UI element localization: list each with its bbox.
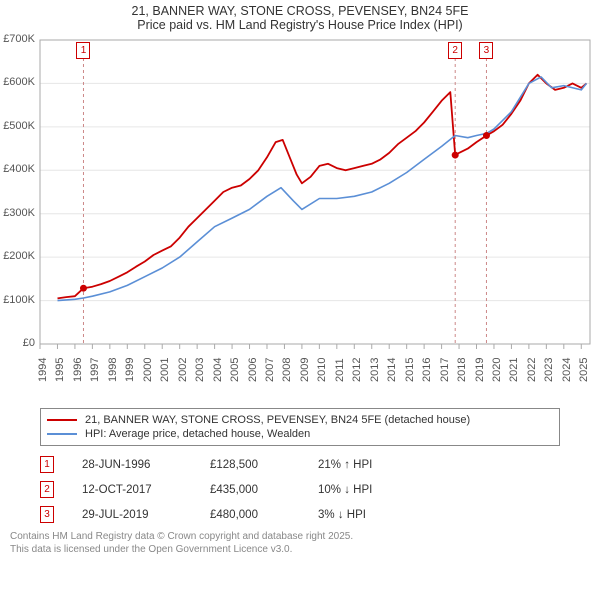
x-tick-label: 1994: [37, 358, 49, 382]
x-tick-label: 2003: [194, 358, 206, 382]
x-tick-label: 2014: [386, 358, 398, 382]
sale-marker-3: 3: [479, 42, 493, 59]
series-property: [58, 75, 587, 299]
y-tick-label: £300K: [3, 207, 35, 219]
x-tick-label: 1998: [107, 358, 119, 382]
x-tick-label: 2008: [281, 358, 293, 382]
x-tick-label: 2021: [508, 358, 520, 382]
chart-legend: 21, BANNER WAY, STONE CROSS, PEVENSEY, B…: [40, 408, 560, 446]
x-tick-label: 2002: [177, 358, 189, 382]
sale-marker-2: 2: [448, 42, 462, 59]
x-tick-label: 2007: [264, 358, 276, 382]
x-tick-label: 2012: [351, 358, 363, 382]
y-tick-label: £700K: [3, 33, 35, 45]
x-tick-label: 2000: [142, 358, 154, 382]
x-tick-label: 2024: [561, 358, 573, 382]
legend-swatch: [47, 419, 77, 421]
x-tick-label: 2004: [212, 358, 224, 382]
legend-item: HPI: Average price, detached house, Weal…: [47, 427, 553, 441]
sales-date: 29-JUL-2019: [82, 509, 182, 521]
legend-label: 21, BANNER WAY, STONE CROSS, PEVENSEY, B…: [85, 414, 470, 426]
footer-line-1: Contains HM Land Registry data © Crown c…: [10, 531, 590, 544]
title-line-2: Price paid vs. HM Land Registry's House …: [0, 18, 600, 32]
sales-table: 1 28-JUN-1996 £128,500 21% ↑ HPI 2 12-OCT-201…: [40, 452, 560, 527]
x-tick-label: 2020: [491, 358, 503, 382]
sales-row: 2 12-OCT-2017 £435,000 10% ↓ HPI: [40, 477, 560, 502]
y-tick-label: £200K: [3, 250, 35, 262]
x-tick-label: 2006: [247, 358, 259, 382]
chart-title-block: 21, BANNER WAY, STONE CROSS, PEVENSEY, B…: [0, 0, 600, 32]
x-tick-label: 2018: [456, 358, 468, 382]
sale-point: [483, 132, 490, 139]
y-tick-label: £500K: [3, 120, 35, 132]
x-tick-label: 2022: [526, 358, 538, 382]
x-tick-label: 2011: [334, 358, 346, 382]
sales-delta: 10% ↓ HPI: [318, 484, 438, 496]
sales-delta: 3% ↓ HPI: [318, 509, 438, 521]
x-tick-label: 2016: [421, 358, 433, 382]
sales-delta: 21% ↑ HPI: [318, 459, 438, 471]
legend-swatch: [47, 433, 77, 435]
sales-date: 28-JUN-1996: [82, 459, 182, 471]
x-tick-label: 1995: [54, 358, 66, 382]
sales-row-marker: 2: [40, 481, 54, 498]
x-tick-label: 1996: [72, 358, 84, 382]
legend-item: 21, BANNER WAY, STONE CROSS, PEVENSEY, B…: [47, 413, 553, 427]
sales-row: 3 29-JUL-2019 £480,000 3% ↓ HPI: [40, 502, 560, 527]
legend-label: HPI: Average price, detached house, Weal…: [85, 428, 310, 440]
x-tick-label: 2015: [404, 358, 416, 382]
x-tick-label: 1999: [124, 358, 136, 382]
x-tick-label: 2025: [578, 358, 590, 382]
x-tick-label: 2009: [299, 358, 311, 382]
sales-row: 1 28-JUN-1996 £128,500 21% ↑ HPI: [40, 452, 560, 477]
footer-line-2: This data is licensed under the Open Gov…: [10, 544, 590, 557]
sale-point: [452, 152, 459, 159]
x-tick-label: 2023: [543, 358, 555, 382]
sales-price: £128,500: [210, 459, 290, 471]
x-tick-label: 2001: [159, 358, 171, 382]
sales-price: £480,000: [210, 509, 290, 521]
y-tick-label: £0: [23, 337, 35, 349]
attribution-footer: Contains HM Land Registry data © Crown c…: [10, 531, 590, 556]
x-tick-label: 2013: [369, 358, 381, 382]
sales-row-marker: 3: [40, 506, 54, 523]
x-tick-label: 2017: [439, 358, 451, 382]
x-tick-label: 2010: [316, 358, 328, 382]
y-tick-label: £100K: [3, 294, 35, 306]
sale-point: [80, 285, 87, 292]
x-tick-label: 1997: [89, 358, 101, 382]
sale-marker-1: 1: [76, 42, 90, 59]
x-tick-label: 2005: [229, 358, 241, 382]
sales-row-marker: 1: [40, 456, 54, 473]
y-tick-label: £600K: [3, 76, 35, 88]
chart-area: £0 £100K £200K £300K £400K £500K £600K £700K 199…: [0, 32, 600, 402]
sales-price: £435,000: [210, 484, 290, 496]
title-line-1: 21, BANNER WAY, STONE CROSS, PEVENSEY, B…: [0, 4, 600, 18]
y-tick-label: £400K: [3, 163, 35, 175]
sales-date: 12-OCT-2017: [82, 484, 182, 496]
price-chart-svg: [0, 32, 600, 402]
x-tick-label: 2019: [474, 358, 486, 382]
